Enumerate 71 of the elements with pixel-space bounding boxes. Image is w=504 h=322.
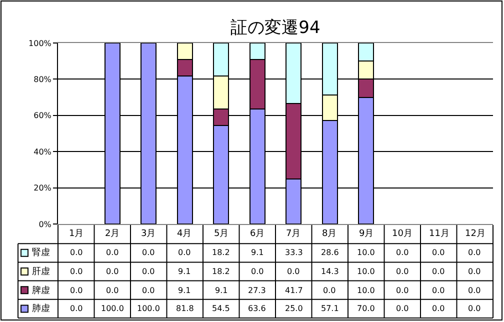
data-label: 0.0 [178,248,191,257]
data-label: 57.1 [321,304,339,313]
data-label: 10.0 [357,267,375,276]
data-label: 27.3 [248,286,266,295]
data-label: 63.6 [248,304,266,313]
data-label: 0.0 [468,286,481,295]
data-label: 0.0 [432,304,445,313]
x-tick-label: 7月 [286,229,301,239]
data-label: 10.0 [357,286,375,295]
data-label: 18.2 [212,248,230,257]
data-label: 100.0 [101,304,124,313]
y-tick-label: 60% [34,111,52,120]
legend-label: 腎虚 [32,247,50,258]
data-label: 0.0 [251,267,264,276]
legend-label: 脾虚 [32,285,50,296]
y-tick-label: 80% [34,75,52,84]
data-label: 41.7 [285,286,303,295]
data-label: 0.0 [70,286,83,295]
y-tick-label: 20% [34,184,52,193]
data-label: 0.0 [142,286,155,295]
x-tick-label: 11月 [429,229,450,239]
data-label: 54.5 [212,304,230,313]
data-label: 0.0 [106,267,119,276]
data-label: 0.0 [106,286,119,295]
data-label: 10.0 [357,248,375,257]
x-tick-label: 2月 [105,229,120,239]
data-label: 70.0 [357,304,375,313]
data-label: 33.3 [285,248,303,257]
data-label: 0.0 [70,267,83,276]
data-label: 25.0 [285,304,303,313]
data-label: 18.2 [212,267,230,276]
data-label: 0.0 [432,248,445,257]
y-tick-label: 100% [28,38,52,48]
data-label: 0.0 [432,286,445,295]
data-label: 0.0 [142,248,155,257]
data-label: 0.0 [287,267,300,276]
chart-title: 証の変遷94 [230,18,320,38]
data-label: 0.0 [396,248,409,257]
data-label: 9.1 [251,248,264,257]
data-label: 0.0 [70,304,83,313]
y-tick-label: 40% [34,147,52,156]
data-label: 14.3 [321,267,339,276]
x-tick-label: 3月 [141,229,156,239]
data-label: 0.0 [396,304,409,313]
data-label: 0.0 [323,286,336,295]
data-label: 28.6 [321,248,339,257]
data-label: 81.8 [176,304,194,313]
data-label: 0.0 [142,267,155,276]
data-label: 9.1 [178,267,191,276]
x-tick-label: 4月 [177,229,192,239]
data-label: 0.0 [396,267,409,276]
x-tick-label: 10月 [392,229,412,239]
data-label: 0.0 [468,248,481,257]
x-tick-label: 5月 [214,229,229,239]
legend-label: 肺虚 [32,303,50,314]
legend-label: 肝虚 [32,266,50,277]
y-tick-label: 0% [38,220,52,229]
x-tick-label: 1月 [69,229,84,239]
data-label: 9.1 [178,286,191,295]
data-label: 0.0 [468,267,481,276]
data-label: 0.0 [468,304,481,313]
data-label: 0.0 [396,286,409,295]
data-label: 0.0 [432,267,445,276]
x-tick-label: 8月 [322,229,337,239]
data-label: 0.0 [70,248,83,257]
x-tick-label: 9月 [359,229,374,239]
data-label: 100.0 [137,304,160,313]
data-label: 9.1 [215,286,228,295]
data-label: 0.0 [106,248,119,257]
x-tick-label: 6月 [250,229,265,239]
x-tick-label: 12月 [465,229,486,239]
